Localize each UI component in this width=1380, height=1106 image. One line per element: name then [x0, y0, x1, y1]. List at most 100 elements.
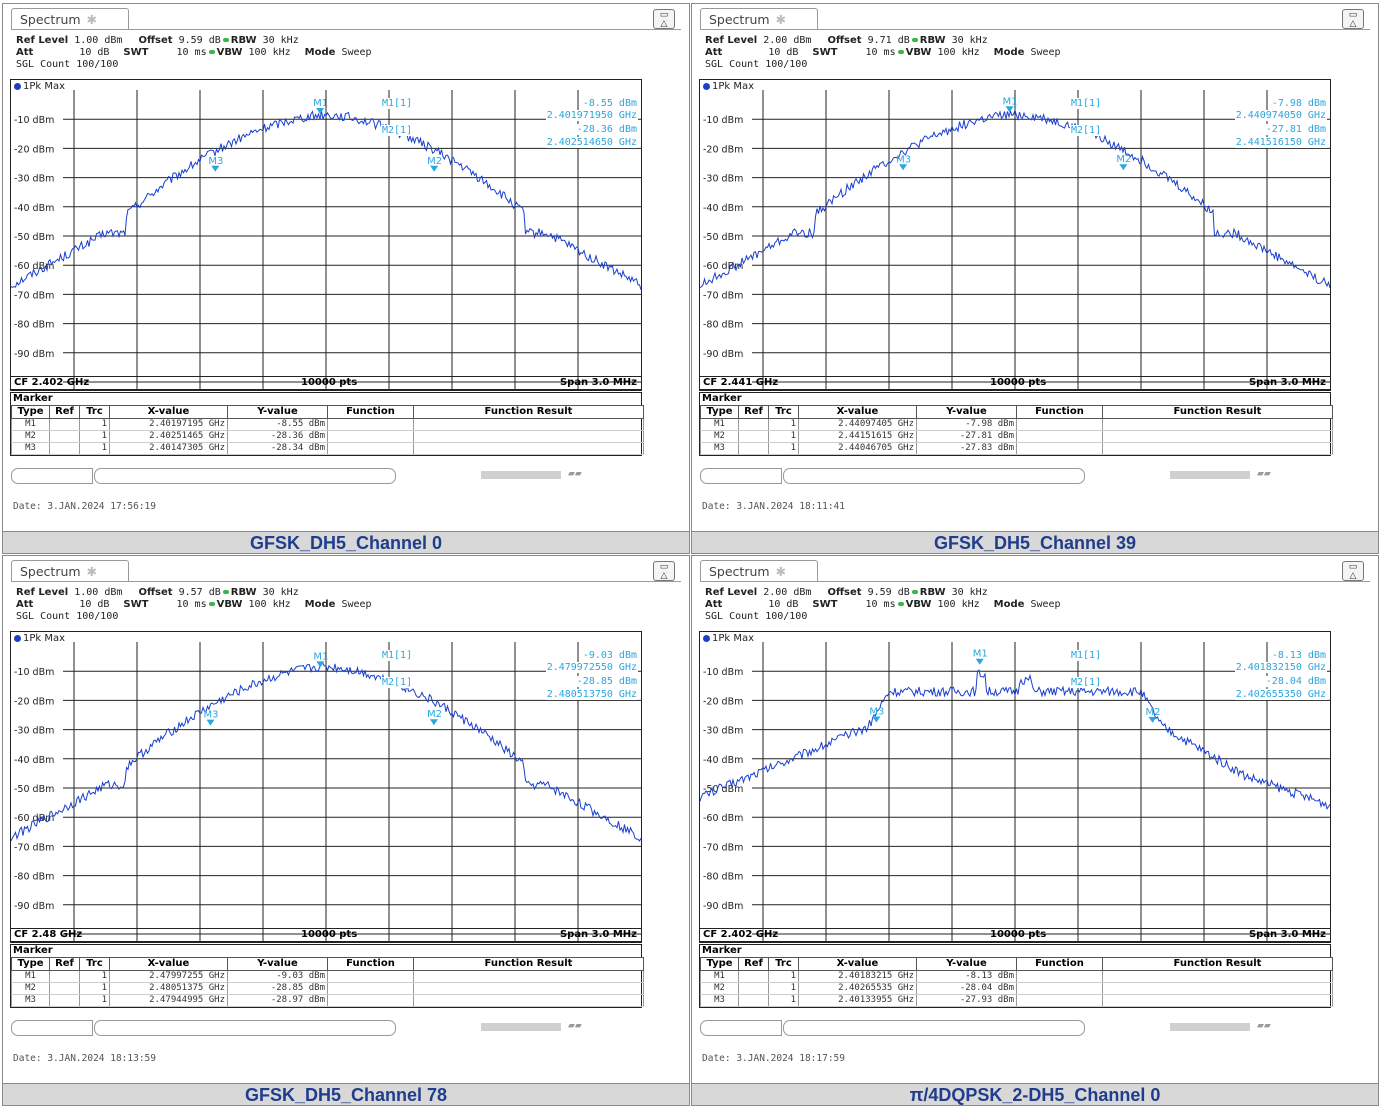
marker-cell-result: [413, 982, 644, 995]
spectrum-plot[interactable]: -10 dBm -20 dBm -30 dBm -40 dBm -50 dBm -60 d…: [699, 631, 1331, 943]
y-tick-bg: [701, 811, 749, 823]
spectrum-tab[interactable]: Spectrum ✱: [700, 8, 818, 29]
marker-cell-ref: [738, 982, 769, 995]
star-icon[interactable]: ✱: [86, 12, 98, 27]
y-tick-label: -90 dBm: [703, 349, 743, 360]
marker-readout: 2.402655350 GHz: [1234, 689, 1327, 700]
marker-readout: -7.98 dBm: [1270, 98, 1327, 109]
y-tick-bg: [701, 665, 749, 677]
marker-cell-y: -28.97 dBm: [227, 994, 328, 1007]
marker-m2-icon[interactable]: [1148, 716, 1157, 723]
tab-title: Spectrum: [20, 564, 81, 579]
status-field-left[interactable]: [11, 468, 93, 484]
status-dot-icon: [911, 38, 918, 42]
table-row[interactable]: M1 1 2.47997255 GHz -9.03 dBm: [11, 970, 644, 983]
table-row[interactable]: M2 1 2.48051375 GHz -28.85 dBm: [11, 982, 644, 995]
y-tick-bg: [701, 723, 749, 735]
status-field-left[interactable]: [700, 1020, 782, 1036]
spectrum-tab[interactable]: Spectrum ✱: [11, 560, 129, 581]
y-tick-label: -90 dBm: [14, 349, 54, 360]
progress-bar: [481, 471, 561, 479]
table-row[interactable]: M1 1 2.44097405 GHz -7.98 dBm: [700, 418, 1333, 431]
star-icon[interactable]: ✱: [775, 12, 787, 27]
sgl-count-text: SGL Count 100/100: [16, 611, 119, 622]
marker-m2-label: M2: [1116, 154, 1131, 165]
status-dot-icon: [911, 590, 918, 594]
column-header: X-value: [109, 405, 228, 419]
marker-m1-label: M1: [313, 651, 328, 662]
y-tick-bg: [701, 752, 749, 764]
marker-cell-ref: [49, 442, 80, 455]
status-dot-icon: [222, 38, 229, 42]
marker-m1-icon[interactable]: [316, 107, 325, 114]
column-header: Y-value: [227, 405, 328, 419]
marker-table: Marker Type Ref Trc X-value Y-value Function Fu…: [699, 944, 1333, 1008]
marker-cell-result: [1102, 418, 1333, 431]
marker-table-header: Type Ref Trc X-value Y-value Function Function…: [700, 405, 1333, 419]
table-row[interactable]: M1 1 2.40183215 GHz -8.13 dBm: [700, 970, 1333, 983]
att-label: Att: [16, 599, 34, 610]
marker-m2-icon[interactable]: [429, 719, 438, 726]
ref-level-value: 2.00 dBm: [763, 587, 812, 598]
marker-cell-func: [327, 442, 414, 455]
marker-m3-icon[interactable]: [872, 716, 881, 723]
swt-value: 10 ms: [865, 599, 896, 610]
table-row[interactable]: M3 1 2.40133955 GHz -27.93 dBm: [700, 994, 1333, 1007]
table-row[interactable]: M2 1 2.40265535 GHz -28.04 dBm: [700, 982, 1333, 995]
span-value: Span 3.0 MHz: [559, 929, 637, 940]
column-header: Type: [11, 957, 50, 971]
timestamp: Date: 3.JAN.2024 18:13:59: [13, 1053, 156, 1064]
marker-readout: 2.402514650 GHz: [545, 137, 638, 148]
star-icon[interactable]: ✱: [775, 564, 787, 579]
marker-m1-icon[interactable]: [1005, 106, 1014, 113]
ref-level-value: 1.00 dBm: [74, 35, 123, 46]
hardware-icon[interactable]: ▭ △: [1342, 561, 1364, 581]
hardware-icon[interactable]: ▭ △: [653, 561, 675, 581]
spectrum-trace: [700, 669, 1330, 811]
marker-cell-func: [1016, 430, 1103, 443]
marker-m1-icon[interactable]: [316, 661, 325, 668]
table-row[interactable]: M1 1 2.40197195 GHz -8.55 dBm: [11, 418, 644, 431]
marker-m2-icon[interactable]: [430, 165, 439, 172]
hardware-icon[interactable]: ▭ △: [653, 9, 675, 29]
table-row[interactable]: M3 1 2.44046705 GHz -27.83 dBm: [700, 442, 1333, 455]
vbw-label: VBW: [905, 599, 932, 610]
header-line-1: Ref Level 2.00 dBm Offset 9.59 dB RBW 30 …: [705, 587, 988, 599]
table-row[interactable]: M2 1 2.44151615 GHz -27.81 dBm: [700, 430, 1333, 443]
marker-cell-type: M3: [11, 994, 50, 1007]
marker-cell-type: M1: [11, 970, 50, 983]
marker-m1-icon[interactable]: [975, 658, 984, 665]
sweep-points: 10000 pts: [990, 377, 1047, 388]
marker-m3-icon[interactable]: [211, 165, 220, 172]
sgl-count: SGL Count 100/100: [16, 611, 118, 623]
status-dot-icon: [897, 50, 904, 54]
hardware-icon[interactable]: ▭ △: [1342, 9, 1364, 29]
spectrum-tab[interactable]: Spectrum ✱: [11, 8, 129, 29]
status-field-left[interactable]: [11, 1020, 93, 1036]
star-icon[interactable]: ✱: [86, 564, 98, 579]
y-tick-label: -30 dBm: [703, 174, 743, 185]
spectrum-plot[interactable]: -10 dBm -20 dBm -30 dBm -40 dBm -50 dBm -60 d…: [10, 79, 642, 391]
marker-cell-trc: 1: [768, 442, 799, 455]
marker-m3-icon[interactable]: [899, 164, 908, 171]
swt-label: SWT: [123, 599, 149, 610]
marker-cell-func: [1016, 442, 1103, 455]
table-row[interactable]: M2 1 2.40251465 GHz -28.36 dBm: [11, 430, 644, 443]
spectrum-tab[interactable]: Spectrum ✱: [700, 560, 818, 581]
y-tick-label: -20 dBm: [703, 696, 743, 707]
status-field-left[interactable]: [700, 468, 782, 484]
marker-m3-icon[interactable]: [206, 719, 215, 726]
y-tick-label: -70 dBm: [14, 842, 54, 853]
spectrum-plot[interactable]: -10 dBm -20 dBm -30 dBm -40 dBm -50 dBm -60 d…: [10, 631, 642, 943]
y-tick-label: -80 dBm: [703, 872, 743, 883]
y-tick-bg: [12, 694, 60, 706]
swt-label: SWT: [123, 47, 149, 58]
marker-cell-y: -8.13 dBm: [916, 970, 1017, 983]
spectrum-plot[interactable]: -10 dBm -20 dBm -30 dBm -40 dBm -50 dBm -60 d…: [699, 79, 1331, 391]
table-row[interactable]: M3 1 2.40147305 GHz -28.34 dBm: [11, 442, 644, 455]
marker-m2-icon[interactable]: [1119, 164, 1128, 171]
span-value: Span 3.0 MHz: [559, 377, 637, 388]
marker-cell-type: M1: [700, 970, 739, 983]
center-frequency: CF 2.402 GHz: [703, 929, 779, 940]
table-row[interactable]: M3 1 2.47944995 GHz -28.97 dBm: [11, 994, 644, 1007]
